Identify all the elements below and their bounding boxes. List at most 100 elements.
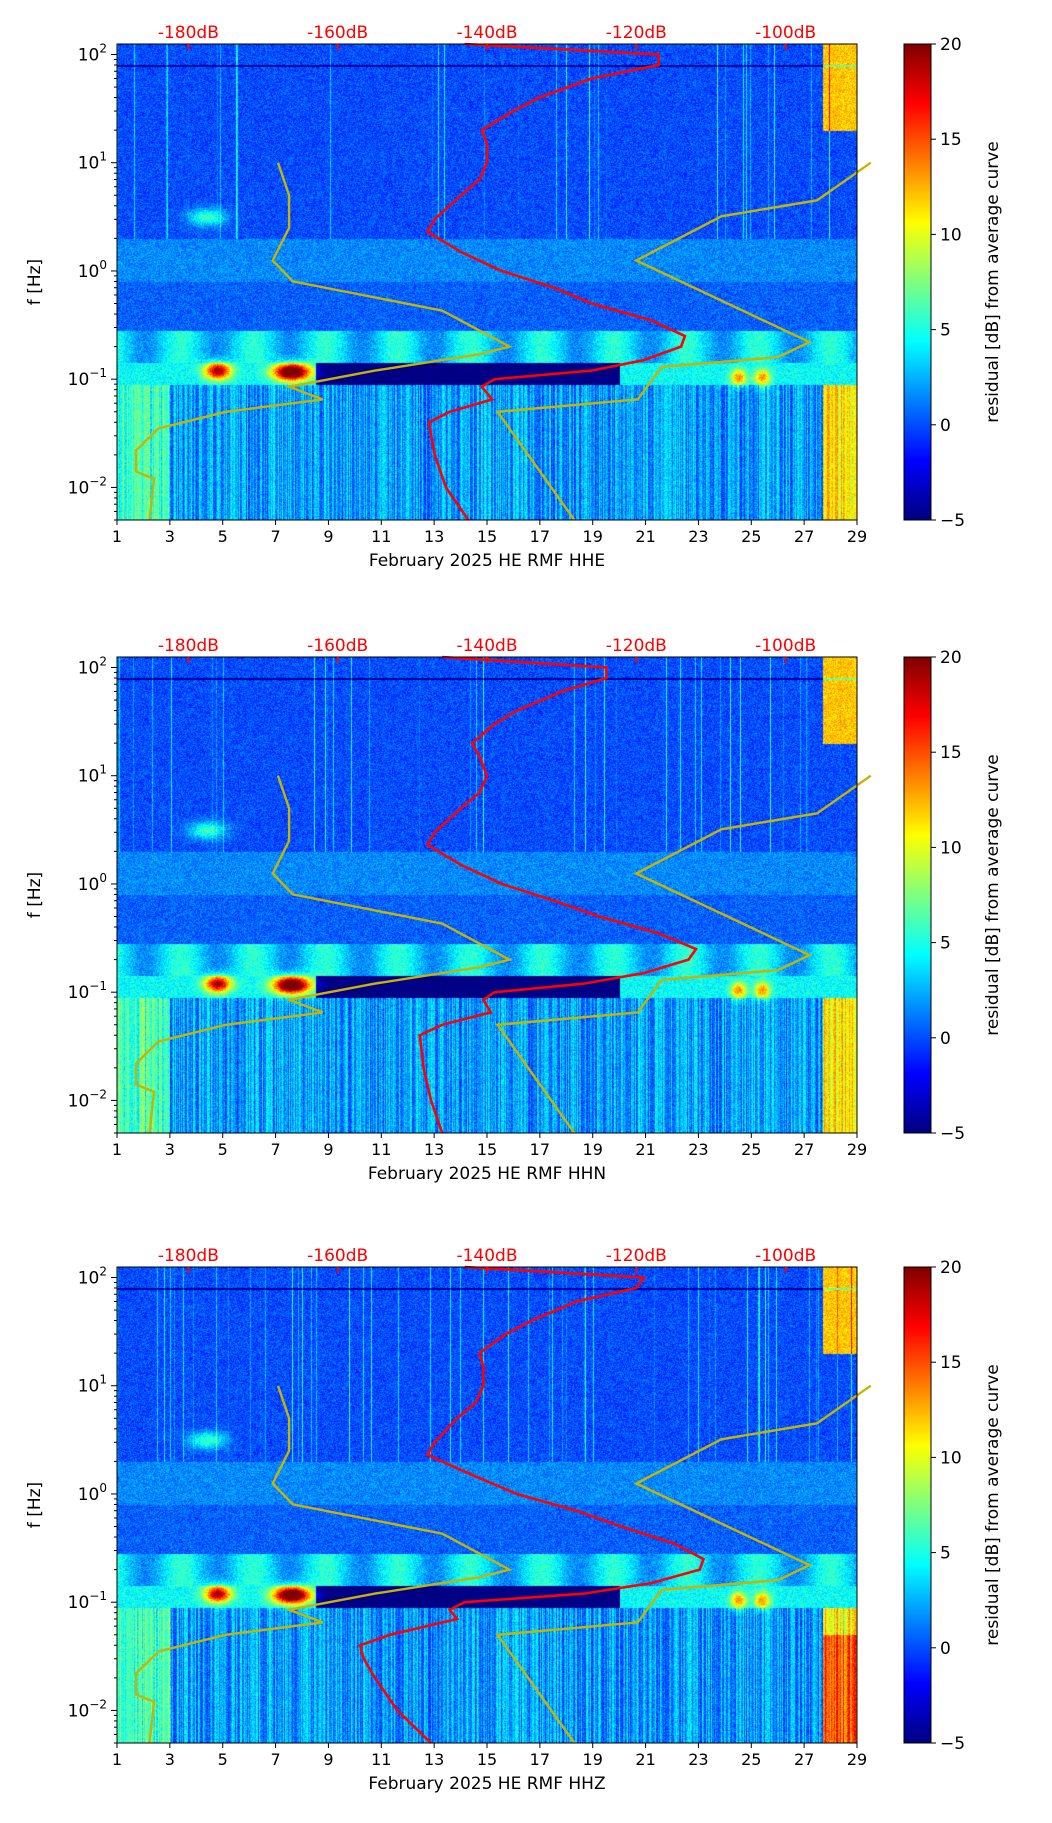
plot-frame: [116, 656, 858, 1134]
x-tick-label: 19: [583, 1750, 603, 1769]
x-tick-label: 7: [270, 1750, 280, 1769]
colorbar-tick-label: 0: [940, 416, 951, 436]
x-tick-label: 11: [371, 527, 391, 546]
db-tick-label: -180dB: [158, 636, 219, 656]
x-tick-label: 15: [477, 1750, 497, 1769]
spectrogram-image: [117, 657, 857, 1133]
x-tick-label: 27: [794, 1140, 814, 1159]
y-tick-exponent: 2: [99, 41, 107, 55]
y-tick-label: 102: [78, 654, 107, 678]
colorbar-tick-label: 5: [940, 321, 951, 341]
x-tick-label: 11: [371, 1140, 391, 1159]
y-tick-label: 101: [78, 763, 107, 787]
y-tick-mantissa: 10: [78, 1485, 100, 1505]
db-tick-label: -160dB: [307, 23, 368, 43]
colorbar-tick-label: 5: [940, 934, 951, 954]
colorbar-tick-label: 15: [940, 1353, 962, 1373]
nlnm-curve: [134, 775, 513, 1134]
x-tick-label: 29: [847, 527, 867, 546]
x-tick-label: 19: [583, 527, 603, 546]
x-tick-label: 11: [371, 1750, 391, 1769]
y-tick-exponent: 0: [99, 1481, 107, 1495]
db-tick-label: -140dB: [456, 1246, 517, 1266]
nhnm-curve: [495, 161, 872, 521]
y-tick-label: 10−1: [68, 979, 107, 1003]
x-tick-label: 23: [688, 1140, 708, 1159]
db-tick-label: -180dB: [158, 1246, 219, 1266]
colorbar-tick-label: 10: [940, 225, 962, 245]
y-tick-mantissa: 10: [78, 262, 100, 282]
y-axis-label: f [Hz]: [25, 1482, 45, 1528]
x-tick-label: 1: [112, 1140, 122, 1159]
colorbar-tick-label: 20: [940, 1258, 962, 1278]
average-psd-curve: [425, 42, 687, 521]
x-axis-label: February 2025 HE RMF HHE: [369, 551, 605, 571]
y-tick-label: 100: [78, 871, 107, 895]
x-tick-label: 13: [424, 1750, 444, 1769]
y-tick-exponent: −1: [89, 1589, 107, 1603]
y-tick-mantissa: 10: [68, 1593, 90, 1613]
y-tick-exponent: −1: [89, 366, 107, 380]
x-tick-label: 1: [112, 1750, 122, 1769]
y-tick-label: 102: [78, 41, 107, 65]
colorbar: [903, 43, 932, 521]
colorbar: [903, 656, 932, 1134]
y-tick-exponent: 1: [99, 763, 107, 777]
y-tick-exponent: 0: [99, 258, 107, 272]
y-tick-exponent: 1: [99, 1373, 107, 1387]
average-psd-curve: [358, 1265, 706, 1744]
x-tick-label: 5: [218, 1140, 228, 1159]
db-tick-label: -160dB: [307, 1246, 368, 1266]
y-tick-mantissa: 10: [78, 767, 100, 787]
colorbar-tick-label: 15: [940, 743, 962, 763]
x-tick-label: 13: [424, 527, 444, 546]
x-tick-label: 5: [218, 527, 228, 546]
spectrogram-panel-hhn: 1 3 5 7 9 11 13 15 17 19 21 23 25 27 29 February 2025 H…: [0, 613, 1052, 1213]
db-tick-label: -160dB: [307, 636, 368, 656]
x-tick-label: 27: [794, 1750, 814, 1769]
x-tick-label: 1: [112, 527, 122, 546]
colorbar-tick-label: 0: [940, 1029, 951, 1049]
x-tick-label: 3: [165, 1750, 175, 1769]
nlnm-curve: [134, 162, 513, 521]
y-tick-mantissa: 10: [78, 1377, 100, 1397]
x-tick-label: 15: [477, 1140, 497, 1159]
y-tick-label: 101: [78, 150, 107, 174]
db-tick-label: -140dB: [456, 23, 517, 43]
db-tick-label: -120dB: [606, 23, 667, 43]
y-tick-label: 100: [78, 1481, 107, 1505]
average-psd-curve: [418, 655, 698, 1134]
x-tick-label: 23: [688, 527, 708, 546]
plot-frame: [116, 43, 858, 521]
x-tick-label: 17: [530, 1750, 550, 1769]
y-tick-mantissa: 10: [78, 658, 100, 678]
y-tick-exponent: 2: [99, 1264, 107, 1278]
y-axis-label: f [Hz]: [25, 259, 45, 305]
db-tick-label: -140dB: [456, 636, 517, 656]
y-tick-mantissa: 10: [78, 45, 100, 65]
y-tick-label: 10−2: [68, 1697, 107, 1721]
y-tick-label: 10−1: [68, 1589, 107, 1613]
spectrogram-panel-hhz: 1 3 5 7 9 11 13 15 17 19 21 23 25 27 29 February 2025 H…: [0, 1223, 1052, 1823]
db-tick-label: -120dB: [606, 1246, 667, 1266]
y-tick-exponent: 2: [99, 654, 107, 668]
spectrogram-image: [117, 44, 857, 520]
colorbar-tick-label: 20: [940, 648, 962, 668]
x-tick-label: 29: [847, 1140, 867, 1159]
x-tick-label: 17: [530, 1140, 550, 1159]
db-tick-label: -100dB: [755, 23, 816, 43]
x-tick-label: 5: [218, 1750, 228, 1769]
x-tick-label: 25: [741, 1140, 761, 1159]
x-tick-label: 9: [323, 1140, 333, 1159]
nhnm-curve: [495, 774, 872, 1134]
colorbar-tick-label: −5: [940, 1734, 965, 1754]
x-tick-label: 27: [794, 527, 814, 546]
y-tick-exponent: −2: [89, 1087, 107, 1101]
colorbar-tick-label: 0: [940, 1639, 951, 1659]
x-tick-label: 13: [424, 1140, 444, 1159]
x-tick-label: 25: [741, 1750, 761, 1769]
colorbar-label: residual [dB] from average curve: [983, 141, 1003, 422]
colorbar-tick-label: 20: [940, 35, 962, 55]
colorbar-tick-label: 15: [940, 130, 962, 150]
